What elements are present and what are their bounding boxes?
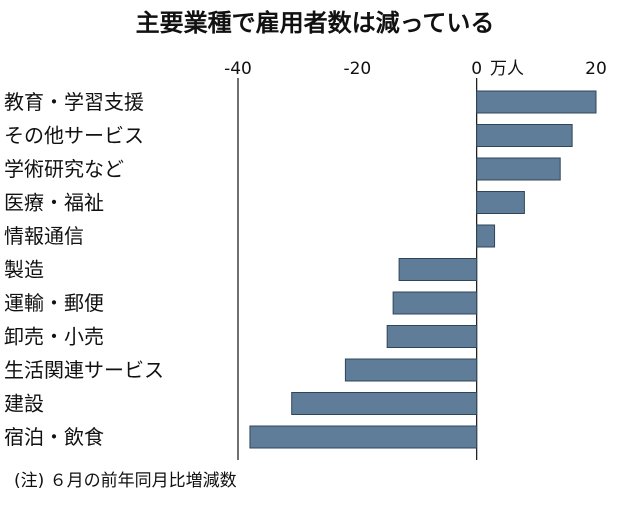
bar (392, 291, 478, 315)
bar (249, 425, 478, 449)
bar (344, 358, 478, 382)
bars (249, 90, 597, 449)
category-label: 製造 (4, 258, 44, 282)
bar (476, 124, 573, 147)
bar (476, 191, 525, 214)
x-tick-label: -20 (343, 59, 371, 79)
bar (291, 392, 478, 415)
x-axis-unit-label: 万人 (490, 59, 524, 79)
x-tick-label: -40 (224, 59, 252, 79)
bar (476, 224, 496, 248)
bar (398, 258, 478, 281)
category-label: 情報通信 (4, 224, 84, 248)
category-label: 運輸・郵便 (4, 291, 104, 315)
footnote: (注) ６月の前年同月比増減数 (14, 471, 237, 491)
category-label: その他サービス (4, 124, 144, 148)
category-label: 医療・福祉 (4, 191, 104, 215)
category-label: 宿泊・飲食 (4, 425, 104, 449)
x-axis-ticks: -40 -20 0 20 (224, 59, 607, 79)
bar (476, 90, 597, 114)
category-label: 教育・学習支援 (4, 90, 144, 114)
category-label: 生活関連サービス (4, 358, 164, 382)
chart-title: 主要業種で雇用者数は減っている (136, 9, 495, 37)
category-label: 学術研究など (4, 157, 124, 181)
bar (476, 157, 561, 181)
x-tick-label: 0 (471, 59, 482, 79)
category-label: 卸売・小売 (4, 325, 104, 349)
category-label: 建設 (4, 392, 44, 416)
x-tick-label: 20 (585, 59, 607, 79)
category-labels: 教育・学習支援その他サービス学術研究など医療・福祉情報通信製造運輸・郵便卸売・小… (4, 90, 164, 449)
bar (386, 325, 478, 348)
